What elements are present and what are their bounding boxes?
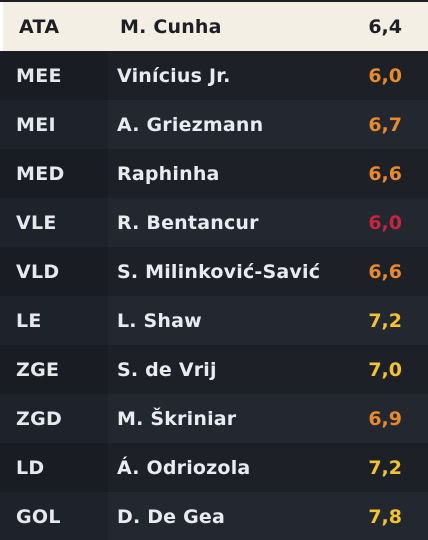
player-row-zge[interactable]: ZGE S. de Vrij 7,0 xyxy=(0,345,428,394)
position-label: ZGD xyxy=(16,407,63,430)
position-cell xyxy=(0,443,108,492)
position-label: MEI xyxy=(16,113,56,136)
position-label: MED xyxy=(16,162,65,185)
position-label: VLE xyxy=(16,211,57,234)
player-row-mee[interactable]: MEE Vinícius Jr. 6,0 xyxy=(0,51,428,100)
player-rating: 7,2 xyxy=(368,309,402,332)
player-rating: 6,6 xyxy=(368,162,402,185)
position-cell xyxy=(0,100,108,149)
player-row-zgd[interactable]: ZGD M. Škriniar 6,9 xyxy=(0,394,428,443)
position-label: ATA xyxy=(19,15,60,38)
player-rating: 6,4 xyxy=(368,15,402,38)
player-name: A. Griezmann xyxy=(117,113,264,136)
player-row-gol[interactable]: GOL D. De Gea 7,8 xyxy=(0,492,428,540)
position-cell xyxy=(0,296,108,345)
player-name: S. de Vrij xyxy=(117,358,217,381)
position-cell xyxy=(0,492,108,540)
player-row-vle[interactable]: VLE R. Bentancur 6,0 xyxy=(0,198,428,247)
position-cell xyxy=(0,247,108,296)
player-rating: 6,7 xyxy=(368,113,402,136)
player-name: Á. Odriozola xyxy=(117,456,251,479)
position-cell xyxy=(0,198,108,247)
player-rating: 6,0 xyxy=(368,211,402,234)
player-rating: 7,0 xyxy=(368,358,402,381)
player-name: D. De Gea xyxy=(117,505,225,528)
player-rating: 6,6 xyxy=(368,260,402,283)
player-rating: 6,0 xyxy=(368,64,402,87)
position-label: LE xyxy=(16,309,42,332)
player-name: L. Shaw xyxy=(117,309,202,332)
position-label: ZGE xyxy=(16,358,60,381)
player-name: M. Cunha xyxy=(120,15,222,38)
player-name: M. Škriniar xyxy=(117,407,237,430)
position-cell xyxy=(0,149,108,198)
position-cell xyxy=(0,51,108,100)
position-label: VLD xyxy=(16,260,60,283)
player-row-le[interactable]: LE L. Shaw 7,2 xyxy=(0,296,428,345)
player-name: R. Bentancur xyxy=(117,211,259,234)
player-row-ld[interactable]: LD Á. Odriozola 7,2 xyxy=(0,443,428,492)
player-rating: 7,2 xyxy=(368,456,402,479)
player-rating: 7,8 xyxy=(368,505,402,528)
position-label: MEE xyxy=(16,64,62,87)
position-cell xyxy=(0,394,108,443)
player-name: S. Milinković-Savić xyxy=(117,260,321,283)
player-name: Raphinha xyxy=(117,162,220,185)
position-label: LD xyxy=(16,456,45,479)
player-rating: 6,9 xyxy=(368,407,402,430)
player-name: Vinícius Jr. xyxy=(117,64,231,87)
player-row-mei[interactable]: MEI A. Griezmann 6,7 xyxy=(0,100,428,149)
player-row-ata[interactable]: ATA M. Cunha 6,4 xyxy=(0,2,428,51)
position-label: GOL xyxy=(16,505,61,528)
player-row-vld[interactable]: VLD S. Milinković-Savić 6,6 xyxy=(0,247,428,296)
player-row-med[interactable]: MED Raphinha 6,6 xyxy=(0,149,428,198)
position-cell xyxy=(0,345,108,394)
